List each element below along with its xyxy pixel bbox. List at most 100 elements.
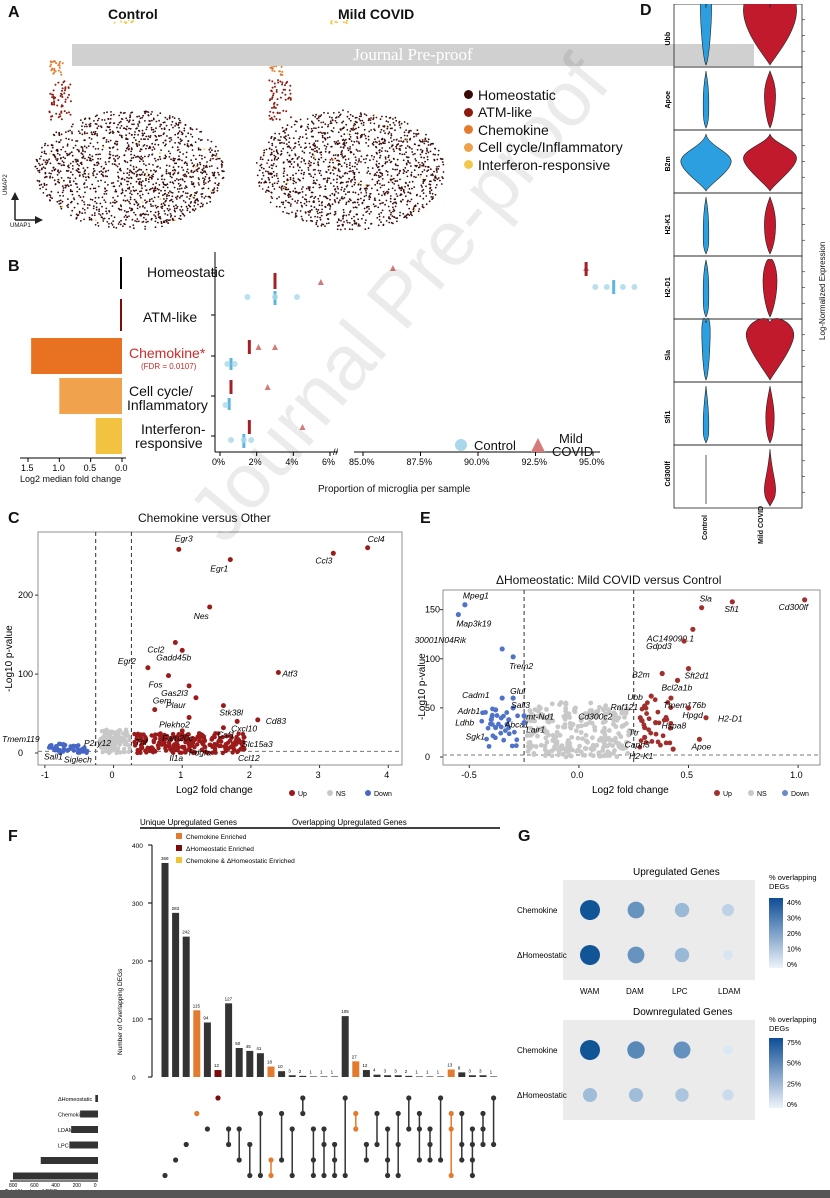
umap-cell [400, 144, 403, 147]
umap-cell [394, 163, 397, 166]
umap-cell-ifn [120, 20, 123, 23]
e-point-ns [555, 724, 561, 730]
umap-cell [396, 143, 399, 146]
umap-cell [53, 169, 56, 172]
umap-cell [119, 120, 122, 123]
umap-cell [340, 151, 343, 154]
umap-cell [351, 165, 354, 168]
umap-cell [43, 182, 46, 185]
f-bar [437, 1076, 445, 1077]
umap-cell [135, 220, 138, 223]
umap-cell [143, 132, 146, 135]
e-point-ns [591, 711, 596, 717]
umap-cell [354, 116, 357, 119]
umap-cell [106, 175, 109, 178]
prop-tick-label: 85.0% [349, 457, 375, 467]
c-gene-label: Gem [153, 696, 171, 706]
umap-cell-atm [64, 100, 67, 103]
umap-cell [407, 169, 409, 172]
umap-cell [320, 151, 323, 154]
umap-cell [197, 147, 200, 150]
umap-cell [186, 209, 189, 212]
f-matrix-dot [363, 1141, 369, 1148]
f-matrix-dot [469, 1141, 475, 1148]
umap-cell [164, 144, 166, 147]
umap-cell [424, 160, 426, 163]
umap-cell [132, 119, 135, 122]
e-xtick-label: 0.0 [571, 770, 584, 780]
umap-cell [312, 176, 315, 179]
umap-cell [159, 112, 162, 115]
umap-cell [294, 216, 297, 218]
umap-cell [43, 150, 46, 153]
umap-cell [264, 191, 267, 193]
umap-cell [337, 140, 339, 142]
umap-cell [147, 138, 149, 141]
umap-cell [149, 203, 152, 206]
umap-cell [117, 123, 119, 126]
umap-plots [11, 20, 445, 231]
e-point-down [510, 654, 516, 660]
umap-cell [272, 162, 275, 165]
c-point-up [207, 604, 213, 610]
umap-cell [286, 212, 288, 215]
legend-label: Interferon-responsive [478, 156, 611, 173]
umap-cell [208, 148, 211, 151]
umap-cell [263, 181, 266, 184]
umap-cell [163, 132, 165, 134]
umap-cell [185, 205, 188, 208]
umap-cell [143, 213, 146, 216]
umap-cell-ifn [113, 21, 116, 24]
f-matrix-dot [279, 1157, 285, 1163]
umap-cell [138, 168, 141, 171]
umap-cell [94, 223, 97, 226]
e-point-ns [583, 722, 588, 728]
umap-cell [268, 141, 270, 144]
umap-cell [426, 149, 428, 151]
umap-cell [88, 118, 91, 120]
umap-cell [425, 152, 427, 155]
umap-cell [351, 115, 354, 118]
g-legend-title: % overlapping [769, 1015, 817, 1024]
umap-cell [202, 171, 205, 174]
umap-cell [331, 116, 333, 119]
umap-cell [421, 186, 423, 188]
umap-cell [358, 158, 360, 160]
umap-cell [127, 180, 130, 183]
e-point-ns [594, 714, 600, 720]
umap-cell-atm [50, 101, 53, 104]
umap-cell [165, 169, 168, 171]
umap-cell [348, 228, 351, 231]
control-sample [294, 294, 300, 300]
e-point-up [663, 740, 669, 746]
umap-cell [103, 112, 106, 114]
umap-cell [301, 218, 303, 220]
umap-cell [282, 172, 285, 175]
umap-cell [154, 157, 156, 160]
control-sample [272, 294, 278, 300]
e-point-ns [587, 719, 593, 725]
prop-tick-label: 4% [285, 457, 298, 467]
c-point-up [145, 665, 151, 671]
umap-cell [177, 171, 180, 174]
umap-cell [359, 150, 361, 152]
umap-cell [209, 158, 212, 160]
umap-cell [145, 201, 147, 204]
umap-cell [104, 190, 107, 193]
umap-cell [186, 164, 189, 167]
umap-cell [273, 182, 276, 185]
umap-cell [87, 204, 89, 206]
umap-cell [426, 147, 428, 150]
umap-cell-chemokine [278, 70, 281, 73]
umap-cell [305, 137, 308, 140]
umap-cell [165, 170, 168, 173]
umap-cell [258, 169, 261, 172]
umap-cell [275, 165, 278, 168]
c-point-up [135, 731, 141, 736]
umap-cell [301, 191, 304, 193]
umap-cell [56, 152, 59, 155]
umap-cell [117, 157, 119, 160]
umap-cell [352, 169, 354, 172]
umap-cell [374, 173, 377, 175]
umap-cell [354, 156, 357, 159]
